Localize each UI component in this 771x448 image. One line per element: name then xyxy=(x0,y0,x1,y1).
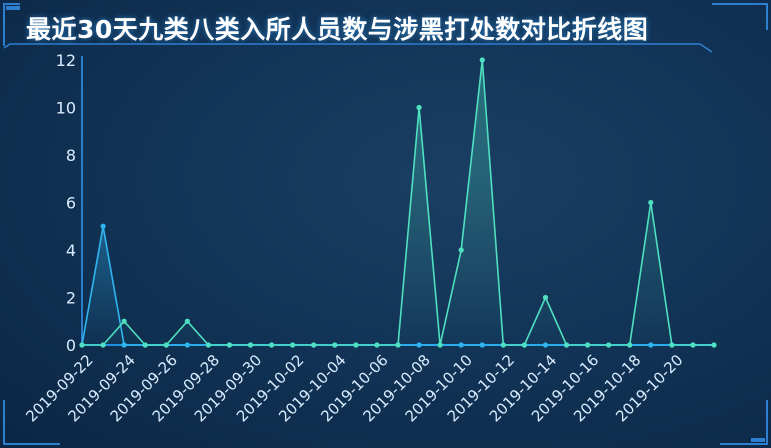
series-b-point xyxy=(163,342,169,348)
series-b-point xyxy=(690,342,696,348)
series-b-point xyxy=(542,294,549,301)
series-b-point xyxy=(395,342,401,348)
y-tick-label: 4 xyxy=(66,241,76,260)
series-b-point xyxy=(521,342,528,348)
series-b-point xyxy=(142,342,148,348)
series-b-point xyxy=(585,342,591,348)
series-b-point xyxy=(184,318,190,324)
series-b-point xyxy=(563,342,570,348)
chart-title: 最近30天九类八类入所人员数与涉黑打处数对比折线图 xyxy=(26,15,649,44)
series-b-point xyxy=(606,342,612,348)
series-b-point xyxy=(311,342,317,348)
series-b-point xyxy=(332,342,338,348)
series-b-point xyxy=(711,342,717,348)
series-a-point xyxy=(100,223,106,229)
y-axis: 0 2 4 6 8 10 12 xyxy=(56,51,83,355)
x-axis: 2019-09-222019-09-242019-09-262019-09-28… xyxy=(22,344,714,425)
series-b-point xyxy=(353,342,359,348)
series-b-point xyxy=(269,342,275,348)
series-b-point xyxy=(100,342,106,348)
series-b-point xyxy=(437,342,443,348)
series-b-point xyxy=(416,104,422,111)
series-b-point xyxy=(627,342,633,348)
series-a-line xyxy=(81,226,714,346)
series-b-point xyxy=(226,342,233,348)
series-b-point xyxy=(458,247,464,253)
series-b-point xyxy=(247,342,254,348)
series-b-area xyxy=(82,60,714,345)
y-tick-label: 10 xyxy=(56,99,76,118)
series-b-point xyxy=(79,342,85,348)
series-a-area xyxy=(82,226,714,345)
series-b-point xyxy=(669,342,675,348)
series-b-point xyxy=(374,342,380,348)
series-b-line xyxy=(82,59,714,346)
y-tick-label: 8 xyxy=(66,146,76,165)
series-b-point xyxy=(121,318,127,324)
series-b-point xyxy=(290,342,296,348)
series-b-point xyxy=(205,342,211,348)
series-b-point xyxy=(648,199,654,206)
series-b-point xyxy=(500,342,506,348)
y-tick-label: 6 xyxy=(66,194,76,213)
y-tick-label: 2 xyxy=(66,289,76,308)
y-tick-label: 0 xyxy=(66,336,76,355)
series-b-point xyxy=(479,57,485,63)
y-tick-label: 12 xyxy=(56,51,76,70)
series-layer xyxy=(79,57,717,348)
title-bar: 最近30天九类八类入所人员数与涉黑打处数对比折线图 xyxy=(0,0,771,52)
